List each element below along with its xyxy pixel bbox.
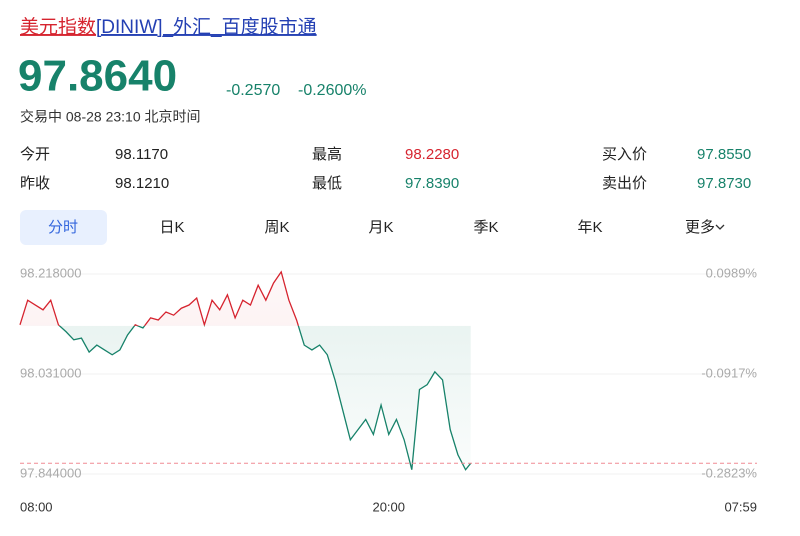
stat-label: 最低 — [312, 175, 342, 192]
stat-value: 98.2280 — [405, 146, 459, 163]
dropdown-icon — [715, 224, 725, 230]
tab[interactable]: 周K — [264, 219, 289, 236]
y2-tick-label: 0.0989% — [706, 265, 758, 280]
price: 97.8640 — [18, 52, 177, 101]
stat-value: 97.8550 — [697, 146, 751, 163]
y2-tick-label: -0.0917% — [701, 365, 757, 380]
y-tick-label: 97.844000 — [20, 465, 81, 480]
stat-label: 卖出价 — [602, 175, 647, 192]
x-tick-label: 07:59 — [724, 499, 757, 514]
line-up — [19, 270, 300, 326]
tab[interactable]: 年K — [577, 219, 602, 236]
title-main[interactable]: 美元指数 — [20, 16, 96, 38]
y-tick-label: 98.031000 — [20, 365, 81, 380]
tab[interactable]: 分时 — [48, 219, 78, 236]
stat-label: 今开 — [20, 146, 50, 163]
status: 交易中 08-28 23:10 北京时间 — [20, 109, 201, 125]
x-tick-label: 20:00 — [372, 499, 405, 514]
tab[interactable]: 日K — [159, 219, 184, 236]
change: -0.2570 — [226, 82, 280, 99]
stat-label: 最高 — [312, 146, 342, 163]
active-tab-bg[interactable] — [20, 210, 107, 245]
area-down — [20, 325, 471, 470]
stat-label: 昨收 — [20, 175, 50, 192]
y2-tick-label: -0.2823% — [701, 465, 757, 480]
stat-value: 98.1170 — [115, 146, 168, 163]
title-rest[interactable]: [DINIW]_外汇_百度股市通 — [96, 16, 317, 38]
change-pct: -0.2600% — [298, 82, 367, 99]
title-link[interactable]: 美元指数 — [20, 16, 96, 38]
area-up — [20, 271, 299, 326]
x-tick-label: 08:00 — [20, 499, 53, 514]
stat-value: 97.8730 — [697, 175, 751, 192]
stat-label: 买入价 — [602, 146, 647, 163]
line-down — [58, 325, 472, 471]
y-tick-label: 98.218000 — [20, 265, 81, 280]
tab[interactable]: 更多 — [685, 219, 715, 236]
tab[interactable]: 季K — [473, 219, 498, 236]
stat-value: 97.8390 — [405, 175, 459, 192]
stat-value: 98.1210 — [115, 175, 169, 192]
tab[interactable]: 月K — [368, 219, 393, 236]
